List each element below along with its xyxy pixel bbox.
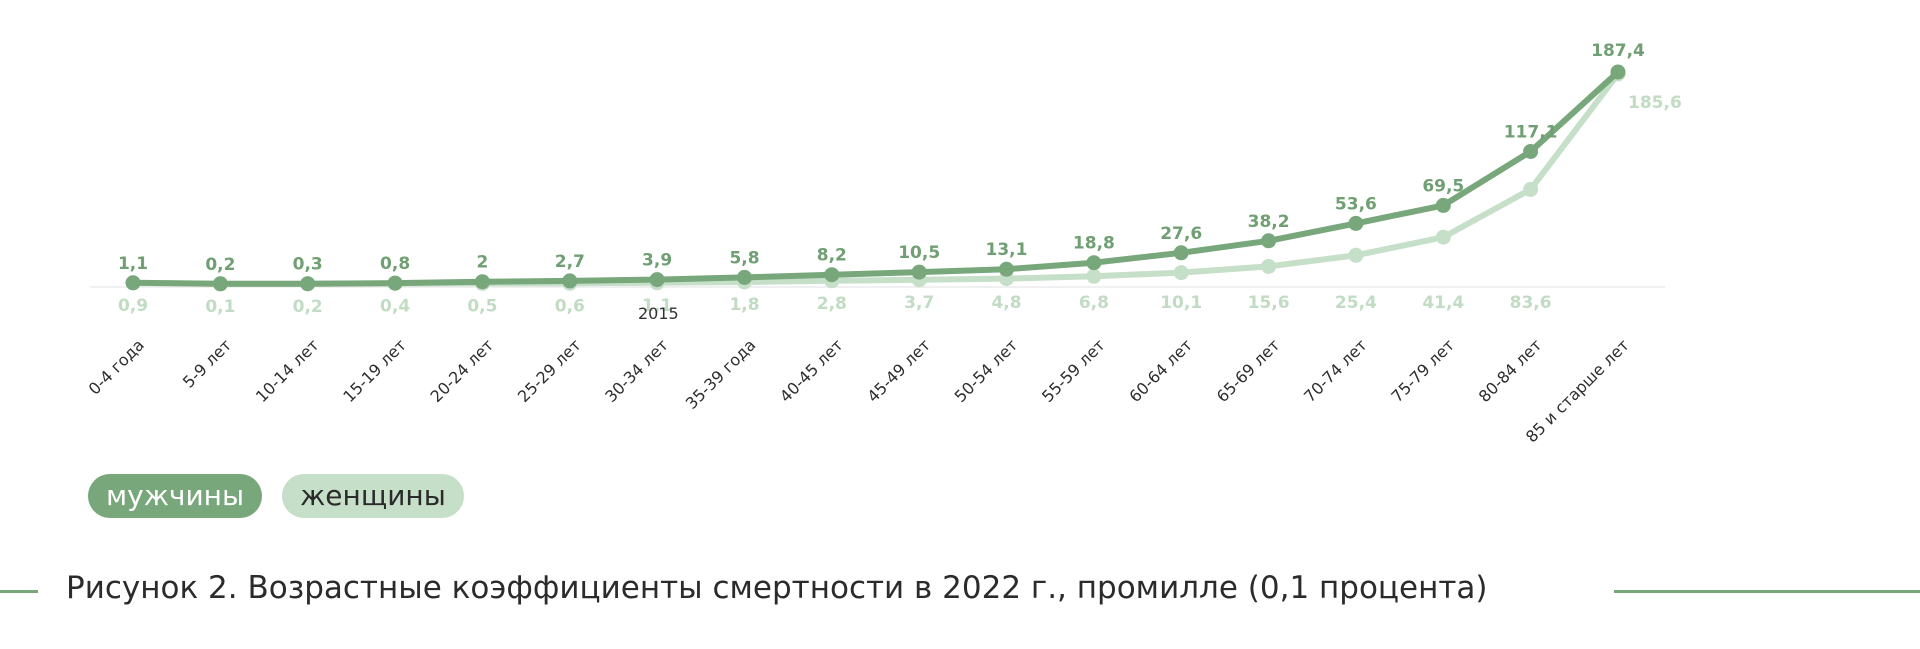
value-label-men: 5,8 [729, 248, 759, 268]
series-men [125, 64, 1626, 292]
value-label-women: 83,6 [1510, 293, 1552, 313]
figure-caption-row: Рисунок 2. Возрастные коэффициенты смерт… [0, 566, 1920, 614]
value-label-men: 18,8 [1073, 234, 1115, 254]
value-label-men: 187,4 [1591, 41, 1645, 61]
value-label-men: 0,3 [293, 255, 323, 275]
point-women [1523, 181, 1539, 197]
value-label-men: 27,6 [1160, 224, 1202, 244]
value-label-men: 2 [476, 253, 488, 273]
point-men [649, 272, 665, 288]
point-men [562, 273, 578, 289]
value-label-women: 15,6 [1248, 293, 1290, 313]
caption-rule-right [1614, 590, 1920, 593]
legend: мужчины женщины [88, 474, 464, 518]
value-label-men: 53,6 [1335, 194, 1377, 214]
x-axis-tick-labels: 0-4 года 5-9 лет 10-14 лет 15-19 лет 20-24 л… [85, 335, 1633, 446]
value-labels-men: 1,1 0,2 0,3 0,8 2 2,7 3,9 5,8 8,2 10,5 13,1 18,8 27,… [118, 41, 1645, 275]
value-label-women: 1,8 [729, 295, 759, 315]
value-label-women: 0,5 [467, 296, 497, 316]
value-label-women: 1,1 [642, 296, 672, 316]
value-label-women: 6,8 [1079, 293, 1109, 313]
x-tick-label: 15-19 лет [339, 335, 410, 406]
point-men [1261, 233, 1277, 249]
point-men [911, 264, 927, 280]
series-women [125, 66, 1626, 292]
value-label-women: 0,2 [293, 297, 323, 317]
point-men [300, 276, 316, 292]
x-tick-label: 75-79 лет [1387, 335, 1458, 406]
x-tick-label: 25-29 лет [514, 335, 585, 406]
legend-men: мужчины [88, 474, 263, 518]
value-label-women: 4,8 [991, 293, 1021, 313]
x-tick-label: 30-34 лет [601, 335, 672, 406]
value-label-women: 2,8 [817, 294, 847, 314]
x-tick-label: 70-74 лет [1300, 335, 1371, 406]
value-label-women: 0,4 [380, 297, 410, 317]
x-tick-label: 65-69 лет [1213, 335, 1284, 406]
series-line-women [130, 71, 1621, 287]
point-women [1435, 229, 1451, 245]
caption-rule-left [0, 590, 38, 593]
point-women [1086, 268, 1102, 284]
value-label-men: 1,1 [118, 254, 148, 274]
point-men [1348, 215, 1364, 231]
point-men [999, 261, 1014, 277]
x-tick-label: 50-54 лет [951, 335, 1022, 406]
value-label-men: 0,2 [205, 255, 235, 275]
point-men [1523, 144, 1539, 159]
value-label-men: 13,1 [986, 240, 1028, 260]
value-label-women: 10,1 [1160, 293, 1202, 313]
value-label-men: 2,7 [555, 252, 585, 272]
point-men [1173, 245, 1189, 261]
series-line-men [130, 69, 1621, 287]
value-label-women: 0,6 [555, 296, 585, 316]
point-men [824, 267, 840, 283]
value-label-women: 3,7 [904, 293, 934, 313]
point-women [1173, 265, 1189, 281]
point-men [737, 269, 752, 285]
point-men [212, 276, 228, 292]
value-label-men: 117,1 [1504, 123, 1558, 143]
point-men [1610, 64, 1626, 80]
x-tick-label: 45-49 лет [863, 335, 934, 406]
value-label-men: 0,8 [380, 254, 410, 274]
point-women [1261, 258, 1277, 274]
figure-caption: Рисунок 2. Возрастные коэффициенты смерт… [66, 570, 1488, 606]
value-label-men: 38,2 [1248, 212, 1290, 232]
value-label-women: 41,4 [1422, 293, 1464, 313]
x-tick-label: 5-9 лет [179, 335, 235, 391]
point-men [1086, 255, 1102, 271]
x-tick-label: 35-39 года [682, 335, 760, 413]
x-tick-label: 55-59 лет [1038, 335, 1109, 406]
point-men [1435, 197, 1451, 213]
point-women [1348, 247, 1364, 263]
value-label-women: 0,1 [205, 297, 235, 317]
point-men [387, 275, 403, 291]
value-label-men: 10,5 [898, 243, 940, 263]
point-men [125, 275, 141, 291]
x-tick-label: 80-84 лет [1475, 335, 1546, 406]
x-tick-label: 20-24 лет [427, 335, 498, 406]
x-tick-label: 0-4 года [85, 335, 148, 398]
x-tick-label: 60-64 лет [1125, 335, 1196, 406]
value-label-women: 25,4 [1335, 293, 1377, 313]
legend-women: женщины [282, 474, 464, 518]
point-men [474, 274, 490, 290]
x-tick-label: 10-14 лет [252, 335, 323, 406]
x-tick-label: 40-45 лет [776, 335, 847, 406]
value-label-women: 185,6 [1628, 93, 1682, 113]
value-label-men: 8,2 [817, 246, 847, 266]
value-labels-women: 0,9 0,1 0,2 0,4 0,5 0,6 1,1 1,8 2,8 3,7 4,8 6,8 10,1… [118, 93, 1682, 317]
value-label-men: 69,5 [1422, 176, 1464, 196]
value-label-men: 3,9 [642, 251, 672, 271]
annotation-2015: 2015 [638, 304, 679, 323]
value-label-women: 0,9 [118, 296, 148, 316]
